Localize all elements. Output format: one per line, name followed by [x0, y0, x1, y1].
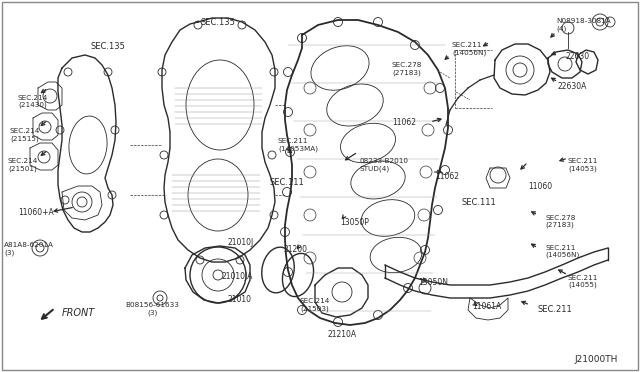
Text: SEC.211
(14053MA): SEC.211 (14053MA)	[278, 138, 318, 151]
Text: 21010J: 21010J	[228, 238, 254, 247]
Text: 08233-B2010
STUD(4): 08233-B2010 STUD(4)	[360, 158, 409, 171]
Text: 22630A: 22630A	[558, 82, 588, 91]
Text: SEC.214
(21503): SEC.214 (21503)	[300, 298, 330, 311]
Text: A81A8-6201A
(3): A81A8-6201A (3)	[4, 242, 54, 256]
Text: SEC.211
(14053): SEC.211 (14053)	[568, 158, 598, 171]
Text: SEC.214
(21515): SEC.214 (21515)	[10, 128, 40, 141]
Text: 11062: 11062	[392, 118, 416, 127]
Text: SEC.214
(21501): SEC.214 (21501)	[8, 158, 38, 171]
Text: SEC.135: SEC.135	[91, 42, 125, 51]
Text: 13050P: 13050P	[340, 218, 369, 227]
Text: 21200: 21200	[283, 245, 307, 254]
Text: SEC.214
(21430): SEC.214 (21430)	[18, 95, 49, 109]
Text: J21000TH: J21000TH	[575, 355, 618, 364]
Text: SEC.211: SEC.211	[538, 305, 573, 314]
Text: 11062: 11062	[435, 172, 459, 181]
Text: SEC.278
(27183): SEC.278 (27183)	[545, 215, 575, 228]
Text: 11061A: 11061A	[472, 302, 501, 311]
Text: N08918-3081A
(4): N08918-3081A (4)	[556, 18, 611, 32]
Text: SEC.211
(14056N): SEC.211 (14056N)	[452, 42, 486, 55]
Text: 13050N: 13050N	[418, 278, 448, 287]
Text: 21010JA: 21010JA	[222, 272, 253, 281]
Text: SEC.111: SEC.111	[270, 178, 305, 187]
Text: FRONT: FRONT	[62, 308, 95, 318]
Text: B08156-61633
(3): B08156-61633 (3)	[125, 302, 179, 315]
Text: SEC.211
(14056N): SEC.211 (14056N)	[545, 245, 579, 259]
Text: 11060+A: 11060+A	[18, 208, 54, 217]
Text: 21010: 21010	[228, 295, 252, 304]
Text: 22630: 22630	[565, 52, 589, 61]
Text: 11060: 11060	[528, 182, 552, 191]
Text: SEC.211
(14055): SEC.211 (14055)	[568, 275, 598, 289]
Text: SEC.278
(27183): SEC.278 (27183)	[392, 62, 422, 76]
Text: SEC.135: SEC.135	[200, 18, 236, 27]
Text: 21210A: 21210A	[328, 330, 357, 339]
Text: SEC.111: SEC.111	[462, 198, 497, 207]
